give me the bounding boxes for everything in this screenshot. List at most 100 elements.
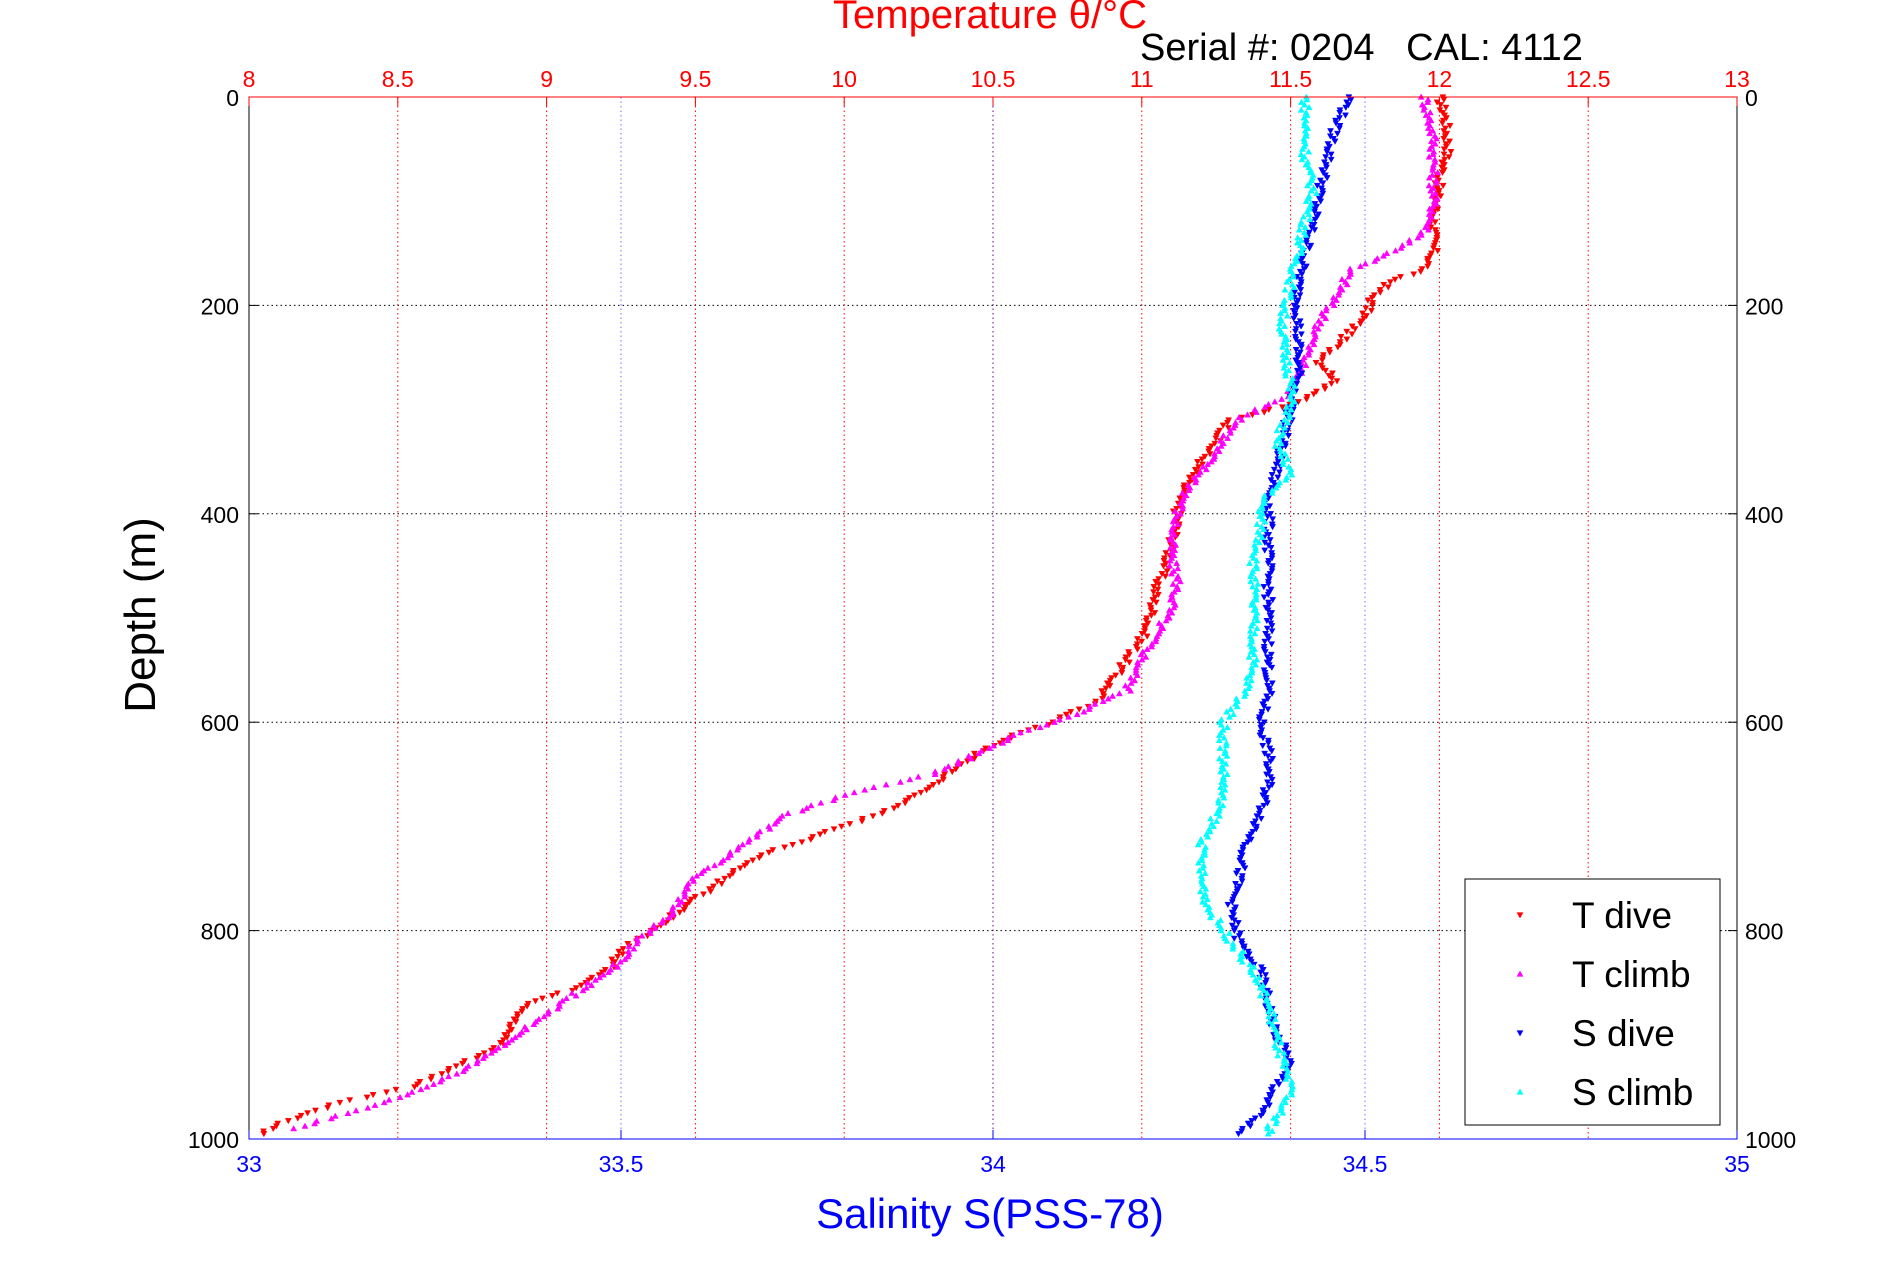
data-point: [944, 762, 952, 770]
data-point: [1284, 419, 1292, 426]
data-point: [1257, 1112, 1265, 1120]
data-point: [511, 1033, 519, 1041]
data-point: [766, 825, 774, 832]
data-point: [1168, 570, 1175, 577]
data-point: [408, 1088, 416, 1095]
data-point: [1173, 575, 1180, 582]
salinity-tick-label: 33: [236, 1151, 262, 1177]
top-axis-title: Temperature θ/°C: [833, 0, 1147, 37]
data-point: [1429, 127, 1437, 134]
data-point: [1233, 703, 1241, 710]
data-point: [1255, 973, 1263, 981]
data-point: [1202, 901, 1210, 908]
depth-tick-label-left: 0: [226, 85, 239, 111]
data-point: [1263, 677, 1271, 685]
data-point: [380, 1099, 388, 1106]
data-point: [1216, 755, 1223, 762]
data-point: [1264, 740, 1272, 747]
data-point: [1442, 104, 1450, 111]
data-point: [532, 998, 539, 1005]
data-point: [1147, 612, 1155, 619]
data-point: [1314, 325, 1322, 332]
data-point: [1281, 450, 1289, 457]
data-point: [1305, 351, 1313, 358]
data-point: [1202, 466, 1210, 473]
data-point: [554, 1005, 562, 1012]
data-point: [1036, 723, 1044, 731]
data-point: [935, 779, 943, 786]
data-point: [1322, 154, 1330, 161]
data-point: [1260, 802, 1268, 810]
data-point: [1271, 398, 1279, 405]
data-point: [1424, 124, 1432, 131]
data-point: [830, 796, 838, 803]
data-point: [1310, 391, 1318, 398]
data-point: [846, 821, 854, 828]
serial-cal-label: Serial #: 0204 CAL: 4112: [1140, 27, 1583, 69]
data-point: [1134, 646, 1141, 653]
data-point: [1384, 284, 1392, 291]
data-point: [1206, 828, 1214, 835]
data-point: [324, 1105, 332, 1112]
data-point: [1293, 257, 1301, 264]
legend-label: S dive: [1572, 1013, 1675, 1054]
data-point: [1300, 122, 1308, 129]
data-point: [1302, 361, 1310, 368]
data-point: [669, 911, 677, 918]
data-point: [1383, 249, 1391, 256]
data-point: [1252, 536, 1260, 543]
data-point: [1380, 252, 1387, 259]
data-point: [1245, 684, 1252, 691]
data-point: [1168, 609, 1176, 616]
data-point: [1433, 135, 1440, 142]
legend: T dive T climb S dive S climb: [1464, 878, 1721, 1126]
data-point: [1293, 367, 1301, 375]
data-point: [1226, 713, 1233, 720]
data-point: [460, 1067, 467, 1074]
data-point: [588, 981, 595, 988]
data-point: [1262, 972, 1270, 979]
data-point: [473, 1055, 481, 1062]
data-point: [784, 809, 792, 817]
data-point: [1318, 357, 1326, 364]
data-point: [1432, 179, 1440, 186]
data-point: [678, 898, 686, 905]
data-point: [363, 1094, 371, 1101]
data-point: [718, 881, 726, 888]
data-point: [1305, 103, 1313, 111]
data-point: [1173, 559, 1181, 566]
data-point: [1223, 937, 1231, 944]
data-point: [1160, 563, 1167, 570]
data-point: [1306, 215, 1314, 223]
data-point: [739, 841, 747, 848]
data-point: [1174, 564, 1182, 572]
data-points: [260, 93, 1455, 1138]
data-point: [1238, 416, 1246, 423]
data-point: [1250, 963, 1258, 970]
data-point: [1368, 307, 1375, 315]
data-point: [1447, 149, 1455, 156]
data-point: [1256, 512, 1264, 520]
data-point: [1281, 424, 1289, 431]
data-point: [1334, 344, 1342, 351]
data-point: [675, 901, 682, 908]
data-point: [652, 924, 659, 931]
data-point: [1234, 920, 1242, 927]
data-point: [1254, 617, 1261, 624]
data-point: [1274, 1052, 1282, 1059]
data-point: [1204, 833, 1212, 840]
data-point: [1230, 710, 1237, 718]
data-point: [1276, 469, 1283, 476]
data-point: [1301, 223, 1309, 230]
legend-box: [1464, 878, 1721, 1126]
data-point: [1217, 437, 1225, 444]
data-point: [1223, 708, 1231, 715]
data-point: [396, 1093, 404, 1100]
series-t-climb: [290, 93, 1442, 1132]
data-point: [1343, 281, 1351, 288]
data-point: [1252, 596, 1260, 603]
data-point: [1279, 1109, 1287, 1116]
data-point: [1364, 297, 1372, 304]
data-point: [577, 982, 585, 989]
data-point: [1305, 148, 1313, 155]
